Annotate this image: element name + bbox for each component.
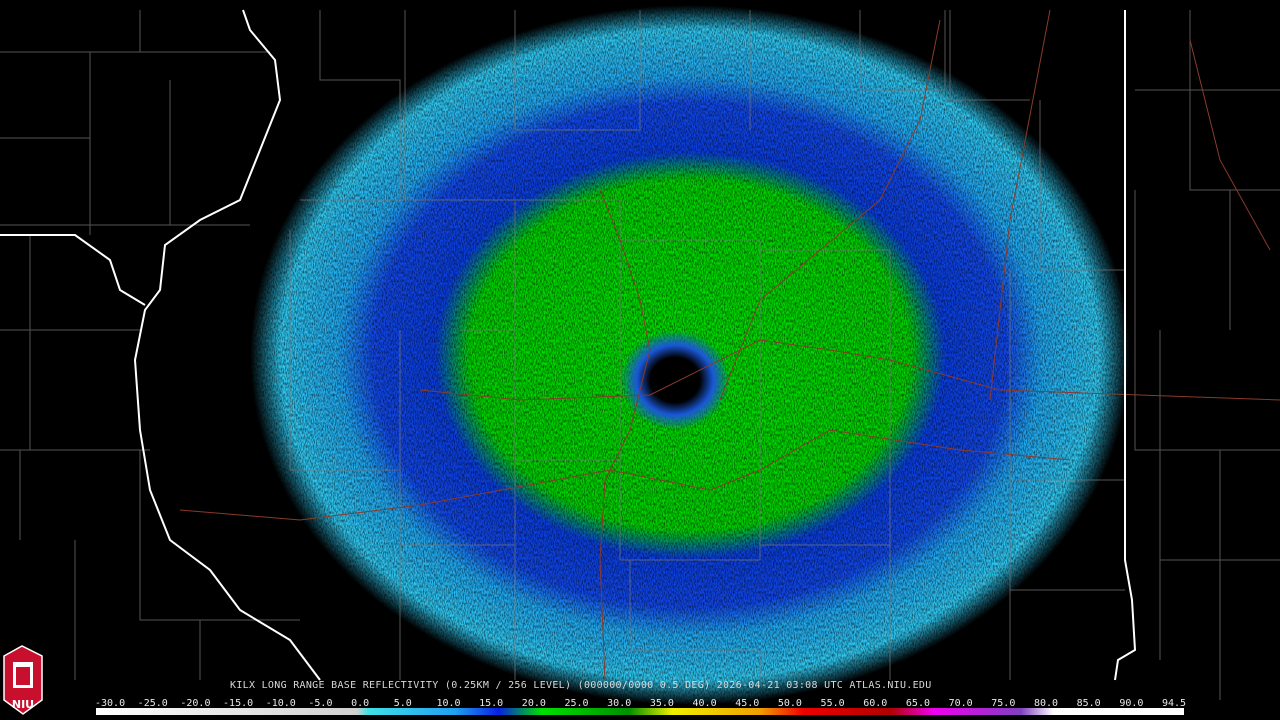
state-borders [0,9,1137,681]
scale-label: 60.0 [863,698,887,709]
scale-label: 15.0 [479,698,503,709]
scale-label: 30.0 [607,698,631,709]
scale-label: 25.0 [564,698,588,709]
scale-label: 70.0 [949,698,973,709]
color-scale: -30.0 -25.0 -20.0 -15.0 -10.0 -5.0 0.0 5.0 10.0 1… [95,698,1186,715]
scale-label: -30.0 [95,698,125,709]
scale-label: 80.0 [1034,698,1058,709]
scale-label: 90.0 [1119,698,1143,709]
scale-label: -25.0 [138,698,168,709]
scale-label: 75.0 [991,698,1015,709]
scale-label: 85.0 [1077,698,1101,709]
scale-label: -5.0 [308,698,332,709]
highways [179,9,1280,681]
scale-label: -10.0 [266,698,296,709]
scale-label: 45.0 [735,698,759,709]
scale-label: 10.0 [436,698,460,709]
scale-label: 94.5 [1162,698,1186,709]
scale-label: 40.0 [693,698,717,709]
scale-label: 5.0 [394,698,412,709]
scale-label: -20.0 [180,698,210,709]
niu-logo: NIU [3,645,43,715]
scale-label: 65.0 [906,698,930,709]
county-lines [0,10,1280,700]
radar-echo [250,5,1130,705]
scale-label: 50.0 [778,698,802,709]
scale-label: 20.0 [522,698,546,709]
caption: KILX LONG RANGE BASE REFLECTIVITY (0.25K… [230,680,932,691]
scale-label: 35.0 [650,698,674,709]
color-bar [96,708,1184,715]
scale-label: 55.0 [821,698,845,709]
logo-text: NIU [12,698,34,711]
scale-label: -15.0 [223,698,253,709]
scale-label: 0.0 [351,698,369,709]
